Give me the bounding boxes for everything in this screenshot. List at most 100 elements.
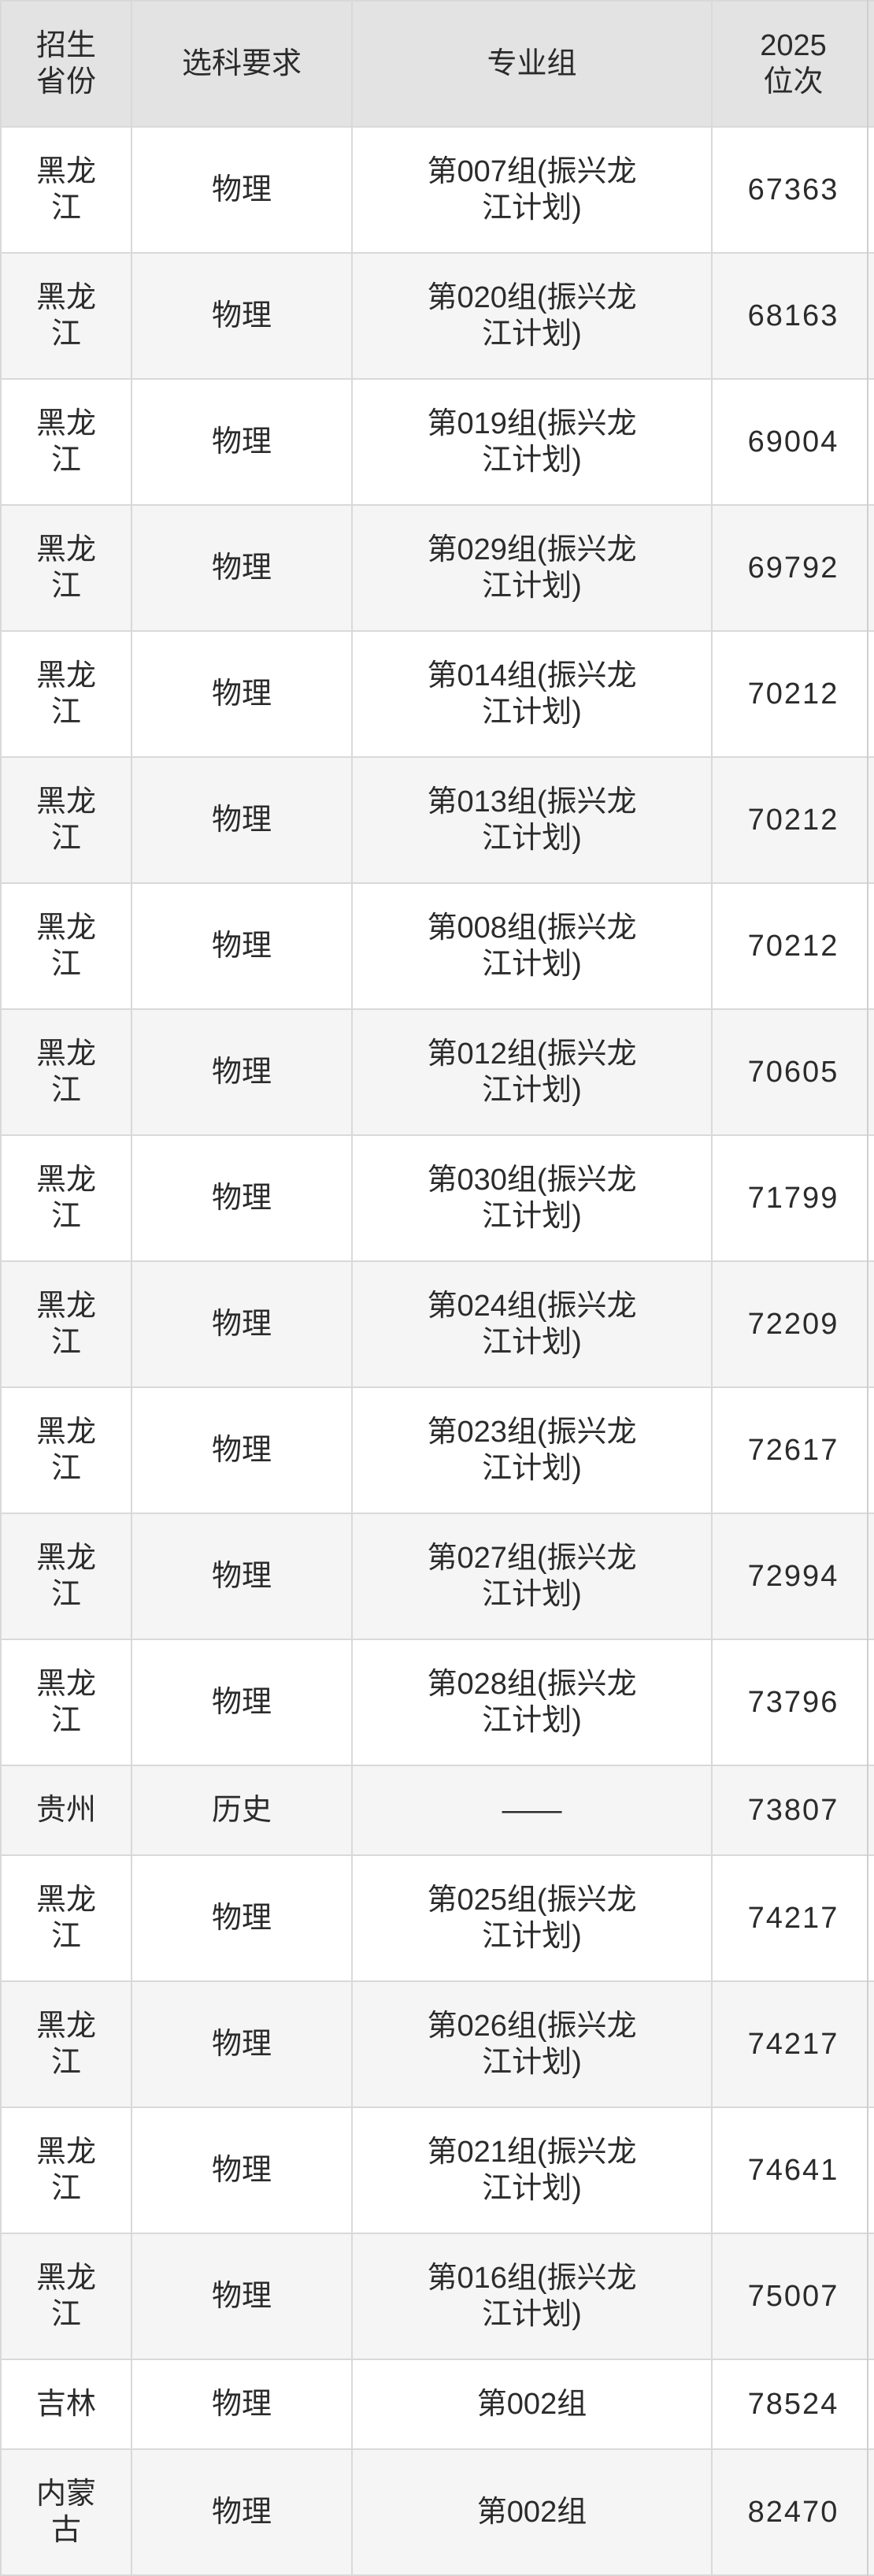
table-row: 黑龙 江 物理 第028组(振兴龙 江计划) 73796	[0, 1639, 874, 1766]
table-row: 黑龙 江 物理 第020组(振兴龙 江计划) 68163	[0, 252, 874, 380]
cell-group: 第026组(振兴龙 江计划)	[351, 1980, 713, 2108]
cell-group: 第020组(振兴龙 江计划)	[351, 252, 713, 380]
cell-subject: 物理	[131, 2359, 353, 2450]
table-row: 黑龙 江 物理 第007组(振兴龙 江计划) 67363	[0, 126, 874, 254]
cell-group: 第013组(振兴龙 江计划)	[351, 756, 713, 884]
column-header-subject: 选科要求	[131, 0, 353, 128]
table-row: 黑龙 江 物理 第019组(振兴龙 江计划) 69004	[0, 378, 874, 506]
table-row: 黑龙 江 物理 第030组(振兴龙 江计划) 71799	[0, 1134, 874, 1262]
cell-province: 黑龙 江	[0, 1513, 132, 1640]
cell-group: 第019组(振兴龙 江计划)	[351, 378, 713, 506]
cell-rank: 69004	[711, 378, 874, 506]
cell-province: 黑龙 江	[0, 1386, 132, 1514]
cell-subject: 物理	[131, 1008, 353, 1136]
table-row: 黑龙 江 物理 第008组(振兴龙 江计划) 70212	[0, 882, 874, 1010]
cell-rank: 69792	[711, 504, 874, 632]
cell-province: 黑龙 江	[0, 1980, 132, 2108]
cell-subject: 物理	[131, 1386, 353, 1514]
cell-subject: 物理	[131, 2106, 353, 2234]
cell-subject: 物理	[131, 252, 353, 380]
table-row: 黑龙 江 物理 第012组(振兴龙 江计划) 70605	[0, 1008, 874, 1136]
cell-rank: 74217	[711, 1980, 874, 2108]
table-row: 黑龙 江 物理 第014组(振兴龙 江计划) 70212	[0, 630, 874, 758]
cell-subject: 物理	[131, 126, 353, 254]
cell-province: 黑龙 江	[0, 504, 132, 632]
cell-rank: 70212	[711, 882, 874, 1010]
cell-rank: 75007	[711, 2233, 874, 2360]
cell-group: 第021组(振兴龙 江计划)	[351, 2106, 713, 2234]
cell-rank: 78524	[711, 2359, 874, 2450]
cell-subject: 物理	[131, 1639, 353, 1766]
cell-group: ——	[351, 1765, 713, 1856]
cell-rank: 74217	[711, 1854, 874, 1982]
cell-subject: 物理	[131, 2448, 353, 2576]
cell-province: 黑龙 江	[0, 2233, 132, 2360]
cell-province: 黑龙 江	[0, 1854, 132, 1982]
cell-rank: 70212	[711, 756, 874, 884]
cell-group: 第027组(振兴龙 江计划)	[351, 1513, 713, 1640]
table-row: 贵州 历史 —— 73807	[0, 1765, 874, 1856]
table-row: 黑龙 江 物理 第023组(振兴龙 江计划) 72617	[0, 1386, 874, 1514]
table-row: 黑龙 江 物理 第025组(振兴龙 江计划) 74217	[0, 1854, 874, 1982]
table-row: 黑龙 江 物理 第027组(振兴龙 江计划) 72994	[0, 1513, 874, 1640]
cell-rank: 73796	[711, 1639, 874, 1766]
cell-rank: 72994	[711, 1513, 874, 1640]
cell-group: 第002组	[351, 2359, 713, 2450]
cell-province: 吉林	[0, 2359, 132, 2450]
cell-group: 第012组(振兴龙 江计划)	[351, 1008, 713, 1136]
cell-group: 第023组(振兴龙 江计划)	[351, 1386, 713, 1514]
cell-rank: 67363	[711, 126, 874, 254]
cell-subject: 物理	[131, 1980, 353, 2108]
column-header-province: 招生 省份	[0, 0, 132, 128]
cell-subject: 物理	[131, 882, 353, 1010]
cell-rank: 71799	[711, 1134, 874, 1262]
cell-province: 黑龙 江	[0, 1008, 132, 1136]
cell-subject: 物理	[131, 1854, 353, 1982]
table-row: 黑龙 江 物理 第026组(振兴龙 江计划) 74217	[0, 1980, 874, 2108]
cell-group: 第007组(振兴龙 江计划)	[351, 126, 713, 254]
table-row: 黑龙 江 物理 第016组(振兴龙 江计划) 75007	[0, 2233, 874, 2360]
cell-rank: 70212	[711, 630, 874, 758]
cell-rank: 82470	[711, 2448, 874, 2576]
table-row: 黑龙 江 物理 第024组(振兴龙 江计划) 72209	[0, 1260, 874, 1388]
cell-subject: 物理	[131, 1134, 353, 1262]
table-row: 黑龙 江 物理 第013组(振兴龙 江计划) 70212	[0, 756, 874, 884]
cell-province: 黑龙 江	[0, 126, 132, 254]
cell-rank: 68163	[711, 252, 874, 380]
cell-subject: 物理	[131, 504, 353, 632]
cell-province: 贵州	[0, 1765, 132, 1856]
cell-province: 黑龙 江	[0, 882, 132, 1010]
cell-province: 内蒙 古	[0, 2448, 132, 2576]
cell-province: 黑龙 江	[0, 1134, 132, 1262]
cell-group: 第002组	[351, 2448, 713, 2576]
cell-rank: 73807	[711, 1765, 874, 1856]
cell-rank: 72617	[711, 1386, 874, 1514]
cell-group: 第016组(振兴龙 江计划)	[351, 2233, 713, 2360]
cell-province: 黑龙 江	[0, 378, 132, 506]
cell-group: 第008组(振兴龙 江计划)	[351, 882, 713, 1010]
cell-group: 第030组(振兴龙 江计划)	[351, 1134, 713, 1262]
table-row: 黑龙 江 物理 第029组(振兴龙 江计划) 69792	[0, 504, 874, 632]
cell-rank: 70605	[711, 1008, 874, 1136]
table-row: 吉林 物理 第002组 78524	[0, 2359, 874, 2450]
cell-subject: 物理	[131, 2233, 353, 2360]
table-row: 黑龙 江 物理 第021组(振兴龙 江计划) 74641	[0, 2106, 874, 2234]
cell-subject: 历史	[131, 1765, 353, 1856]
header-row: 招生 省份 选科要求 专业组 2025 位次	[0, 0, 874, 128]
column-header-rank: 2025 位次	[711, 0, 874, 128]
table-row: 内蒙 古 物理 第002组 82470	[0, 2448, 874, 2576]
cell-province: 黑龙 江	[0, 252, 132, 380]
cell-province: 黑龙 江	[0, 2106, 132, 2234]
cell-rank: 74641	[711, 2106, 874, 2234]
column-header-group: 专业组	[351, 0, 713, 128]
cell-subject: 物理	[131, 1513, 353, 1640]
cell-group: 第029组(振兴龙 江计划)	[351, 504, 713, 632]
cell-province: 黑龙 江	[0, 1260, 132, 1388]
cell-rank: 72209	[711, 1260, 874, 1388]
cell-province: 黑龙 江	[0, 630, 132, 758]
cell-group: 第024组(振兴龙 江计划)	[351, 1260, 713, 1388]
cell-subject: 物理	[131, 378, 353, 506]
cell-subject: 物理	[131, 1260, 353, 1388]
